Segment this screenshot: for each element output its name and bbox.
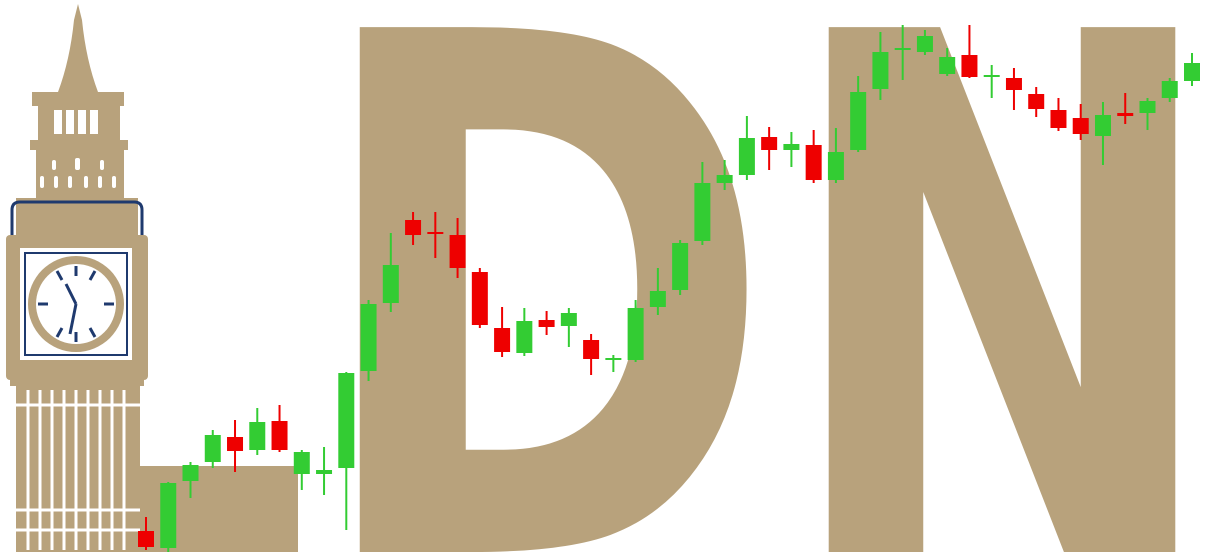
candle-body	[360, 304, 377, 371]
candle-body	[538, 320, 555, 327]
candle-body	[1050, 110, 1067, 128]
candle-body	[1028, 94, 1045, 109]
candle-body	[939, 57, 956, 74]
candle-body	[649, 291, 666, 307]
candle-body	[983, 75, 1000, 77]
candle-body	[716, 175, 733, 183]
candle-body	[894, 48, 911, 50]
logo-letter: D	[308, 0, 776, 560]
candle-body	[1072, 118, 1089, 134]
candle-body	[204, 435, 221, 462]
candle-body	[627, 308, 644, 360]
candle-body	[494, 328, 511, 352]
candle-body	[1161, 81, 1178, 98]
candle-body	[427, 232, 444, 234]
candle-body	[338, 373, 355, 468]
candle-body	[182, 465, 199, 481]
candle-body	[227, 437, 244, 451]
candle-body	[293, 452, 310, 474]
candle-body	[916, 36, 933, 52]
candle-body	[471, 272, 488, 325]
candle-body	[961, 55, 978, 77]
candle-body	[516, 321, 533, 353]
logo-letter: N	[780, 0, 1224, 560]
candle-body	[783, 144, 800, 150]
candle-body	[138, 531, 154, 547]
big-ben	[6, 4, 148, 552]
candle-body	[405, 220, 422, 235]
candle-body	[160, 483, 177, 548]
candle-body	[827, 152, 844, 180]
candle-body	[449, 235, 466, 268]
candle-body	[249, 422, 266, 450]
candle-body	[1117, 113, 1134, 116]
candle-body	[672, 243, 689, 290]
candle-body	[605, 358, 622, 360]
candle-body	[382, 265, 399, 303]
candle-body	[850, 92, 867, 150]
candle-body	[583, 340, 600, 359]
candle-body	[1184, 63, 1200, 81]
candle-body	[738, 138, 755, 175]
candle-body	[805, 145, 822, 180]
candle-body	[1094, 115, 1111, 136]
candle-body	[761, 137, 778, 150]
candle-body	[271, 421, 288, 450]
candle-body	[694, 183, 711, 241]
candle-body	[872, 52, 889, 89]
candle-body	[316, 470, 333, 474]
candle-body	[1139, 101, 1156, 113]
candle-body	[1005, 78, 1022, 90]
candle-body	[560, 313, 577, 326]
